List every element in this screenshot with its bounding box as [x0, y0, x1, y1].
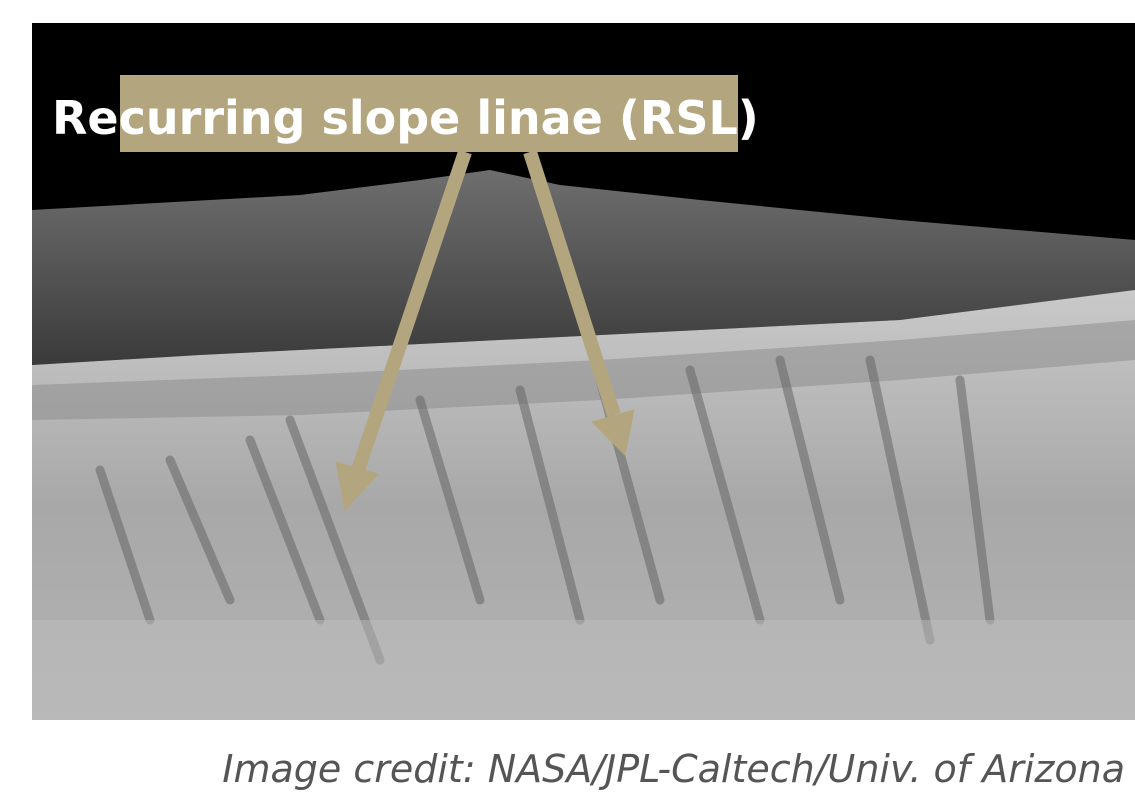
page: Recurring slope linae (RSL) Image credit…	[0, 0, 1135, 803]
image-label: Recurring slope linae (RSL)	[52, 91, 759, 145]
figure: Recurring slope linae (RSL) Image credit…	[0, 0, 1135, 803]
caption: Image credit: NASA/JPL-Caltech/Univ. of …	[222, 747, 1125, 791]
